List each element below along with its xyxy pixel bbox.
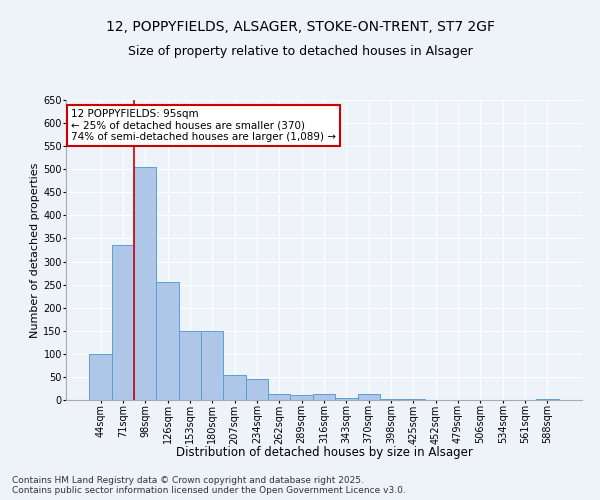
Bar bbox=[536, 398, 559, 400]
Bar bbox=[201, 331, 223, 400]
Bar bbox=[89, 354, 112, 400]
Text: 12 POPPYFIELDS: 95sqm
← 25% of detached houses are smaller (370)
74% of semi-det: 12 POPPYFIELDS: 95sqm ← 25% of detached … bbox=[71, 109, 336, 142]
X-axis label: Distribution of detached houses by size in Alsager: Distribution of detached houses by size … bbox=[176, 446, 472, 460]
Text: Size of property relative to detached houses in Alsager: Size of property relative to detached ho… bbox=[128, 45, 472, 58]
Text: Contains HM Land Registry data © Crown copyright and database right 2025.
Contai: Contains HM Land Registry data © Crown c… bbox=[12, 476, 406, 495]
Bar bbox=[157, 282, 179, 400]
Bar bbox=[112, 246, 134, 400]
Bar bbox=[290, 396, 313, 400]
Bar bbox=[358, 394, 380, 400]
Bar bbox=[380, 398, 402, 400]
Bar bbox=[246, 379, 268, 400]
Bar bbox=[335, 398, 358, 400]
Text: 12, POPPYFIELDS, ALSAGER, STOKE-ON-TRENT, ST7 2GF: 12, POPPYFIELDS, ALSAGER, STOKE-ON-TRENT… bbox=[106, 20, 494, 34]
Bar bbox=[179, 331, 201, 400]
Bar bbox=[313, 394, 335, 400]
Bar bbox=[134, 167, 157, 400]
Bar bbox=[223, 374, 246, 400]
Bar bbox=[402, 399, 425, 400]
Bar bbox=[268, 394, 290, 400]
Y-axis label: Number of detached properties: Number of detached properties bbox=[31, 162, 40, 338]
